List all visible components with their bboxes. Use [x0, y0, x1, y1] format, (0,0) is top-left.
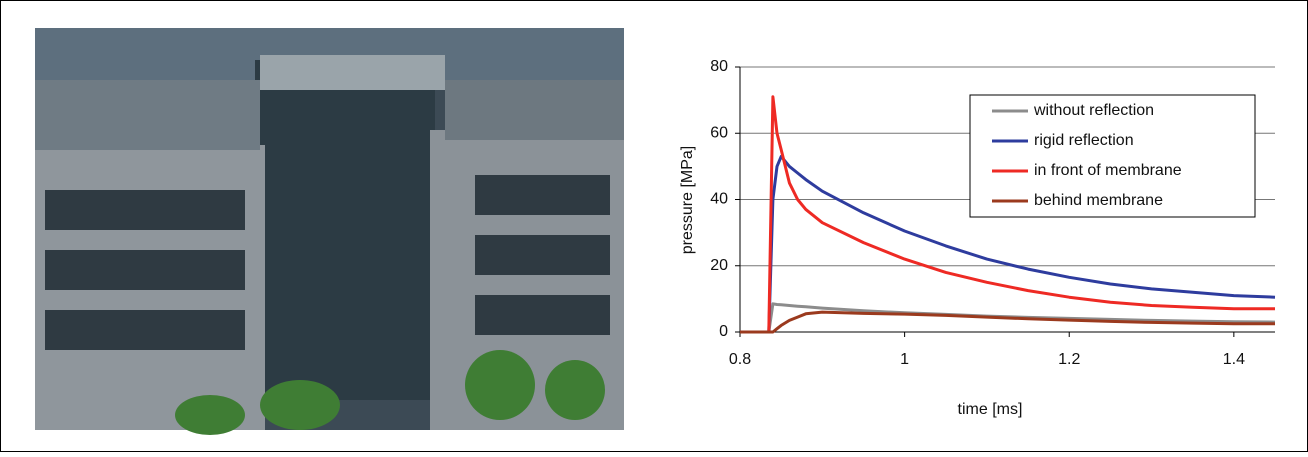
y-tick-label: 20 [710, 257, 728, 274]
x-tick-label: 0.8 [729, 351, 751, 368]
y-tick-label: 0 [719, 323, 728, 340]
truss [260, 55, 445, 90]
legend-label: in front of membrane [1034, 162, 1182, 179]
window-band [45, 250, 245, 290]
x-tick-label: 1.2 [1058, 351, 1080, 368]
window-band [45, 190, 245, 230]
y-tick-label: 40 [710, 191, 728, 208]
y-axis-label: pressure [MPa] [679, 146, 696, 254]
window-band [475, 175, 610, 215]
x-tick-label: 1.4 [1223, 351, 1245, 368]
x-tick-label: 1 [900, 351, 909, 368]
x-axis-label: time [ms] [958, 401, 1023, 418]
y-tick-label: 80 [710, 58, 728, 75]
legend-label: without reflection [1033, 102, 1154, 119]
page: time [ms] pressure [MPa] 0 20 40 60 80 0.8 1 1.… [0, 0, 1308, 457]
right-upper [445, 80, 624, 140]
legend-label: behind membrane [1034, 192, 1163, 209]
tree [545, 360, 605, 420]
window-band [45, 310, 245, 350]
glass-facade [255, 60, 435, 400]
legend-label: rigid reflection [1034, 132, 1134, 149]
tree [260, 380, 340, 430]
window-band [475, 235, 610, 275]
figure: time [ms] pressure [MPa] 0 20 40 60 80 0.8 1 1.… [0, 0, 1308, 452]
building-photo [35, 28, 624, 435]
tree [465, 350, 535, 420]
left-upper [35, 80, 260, 150]
window-band [475, 295, 610, 335]
y-tick-label: 60 [710, 124, 728, 141]
tree [175, 395, 245, 435]
